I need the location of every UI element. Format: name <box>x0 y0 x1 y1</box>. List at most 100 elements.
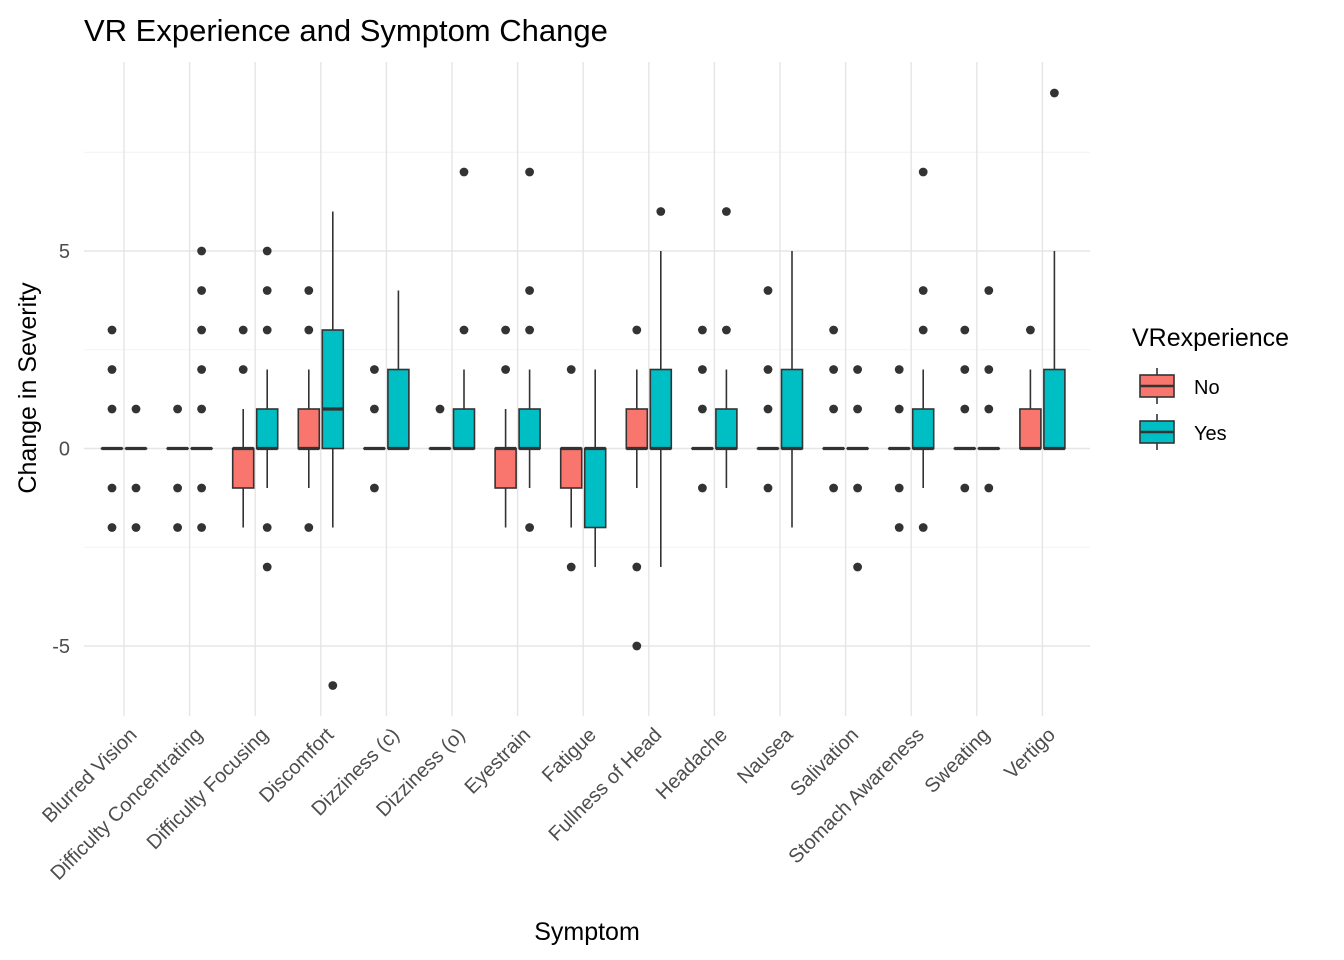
outlier-point <box>698 325 707 335</box>
legend-title: VRexperience <box>1132 324 1289 352</box>
outlier-point <box>566 365 576 374</box>
box-iqr <box>649 368 673 450</box>
outlier-point <box>197 483 207 493</box>
outlier-point <box>525 523 534 532</box>
box-yes <box>190 246 213 532</box>
box-iqr <box>231 447 255 489</box>
box-yes <box>780 251 804 528</box>
box-yes <box>518 167 541 532</box>
outlier-point <box>918 286 928 295</box>
box-yes <box>124 404 148 532</box>
box-yes <box>715 207 738 488</box>
outlier-point <box>698 365 707 374</box>
outlier-point <box>501 365 510 374</box>
outlier-point <box>197 286 207 295</box>
outlier-point <box>173 483 183 493</box>
outlier-point <box>304 325 314 335</box>
y-tick-label: 0 <box>59 439 70 461</box>
outlier-point <box>960 404 970 414</box>
outlier-point <box>722 325 731 335</box>
box-iqr <box>321 329 345 450</box>
outlier-point <box>131 404 141 414</box>
outlier-point <box>304 286 314 295</box>
legend-key-yes <box>1139 414 1175 450</box>
legend-label: Yes <box>1194 423 1227 445</box>
outlier-point <box>918 325 928 335</box>
box-yes <box>387 290 410 451</box>
outlier-point <box>328 681 338 690</box>
outlier-point <box>829 404 838 414</box>
outlier-point <box>262 286 272 295</box>
outlier-point <box>894 365 904 374</box>
outlier-point <box>435 404 445 414</box>
outlier-point <box>525 286 534 295</box>
chart-title: VR Experience and Symptom Change <box>84 13 608 48</box>
outlier-point <box>107 404 117 414</box>
outlier-point <box>984 365 994 374</box>
box-iqr <box>452 408 476 450</box>
outlier-point <box>197 523 207 532</box>
box-yes <box>977 286 1001 493</box>
outlier-point <box>173 523 183 532</box>
box-no <box>100 325 124 532</box>
box-no <box>166 404 189 532</box>
box-no <box>691 325 714 493</box>
box-iqr <box>625 408 649 450</box>
box-no <box>363 365 386 493</box>
y-axis-title: Change in Severity <box>14 282 42 494</box>
outlier-point <box>525 167 534 177</box>
outlier-point <box>698 404 707 414</box>
box-no <box>1019 325 1042 451</box>
outlier-point <box>304 523 314 532</box>
outlier-point <box>370 365 379 374</box>
outlier-point <box>918 167 928 177</box>
outlier-point <box>894 523 904 532</box>
box-no <box>625 325 649 651</box>
outlier-point <box>984 286 994 295</box>
outlier-point <box>459 167 469 177</box>
outlier-point <box>632 641 642 651</box>
outlier-point <box>853 404 862 414</box>
outlier-point <box>262 325 272 335</box>
box-no <box>231 325 255 528</box>
outlier-point <box>763 483 773 493</box>
y-tick-label: 5 <box>59 241 70 263</box>
box-yes <box>911 167 935 532</box>
outlier-point <box>853 483 862 493</box>
box-yes <box>321 211 345 690</box>
box-iqr <box>1019 408 1042 450</box>
box-iqr <box>494 447 517 489</box>
box-yes <box>649 207 673 567</box>
box-iqr <box>715 408 738 450</box>
y-tick-label: -5 <box>52 636 70 658</box>
outlier-point <box>632 325 642 335</box>
outlier-point <box>238 365 248 374</box>
outlier-point <box>262 246 272 256</box>
outlier-point <box>197 365 207 374</box>
gridlines <box>84 62 1090 716</box>
outlier-point <box>632 562 642 572</box>
outlier-point <box>960 365 970 374</box>
box-iqr <box>911 408 935 450</box>
outlier-point <box>853 365 862 374</box>
outlier-point <box>370 404 379 414</box>
outlier-point <box>918 523 928 532</box>
box-no <box>822 325 845 493</box>
legend-label: No <box>1194 377 1220 399</box>
box-iqr <box>387 368 410 450</box>
legend: VRexperience No Yes <box>1132 324 1289 450</box>
outlier-point <box>656 207 666 216</box>
outlier-point <box>960 325 970 335</box>
box-iqr <box>583 447 607 529</box>
outlier-point <box>107 483 117 493</box>
box-iqr <box>297 408 321 450</box>
box-no <box>297 286 321 532</box>
outlier-point <box>853 562 862 572</box>
x-axis-title: Symptom <box>534 918 640 946</box>
outlier-point <box>173 404 183 414</box>
outlier-point <box>722 207 731 216</box>
outlier-point <box>829 483 838 493</box>
box-iqr <box>780 368 804 450</box>
outlier-point <box>763 404 773 414</box>
